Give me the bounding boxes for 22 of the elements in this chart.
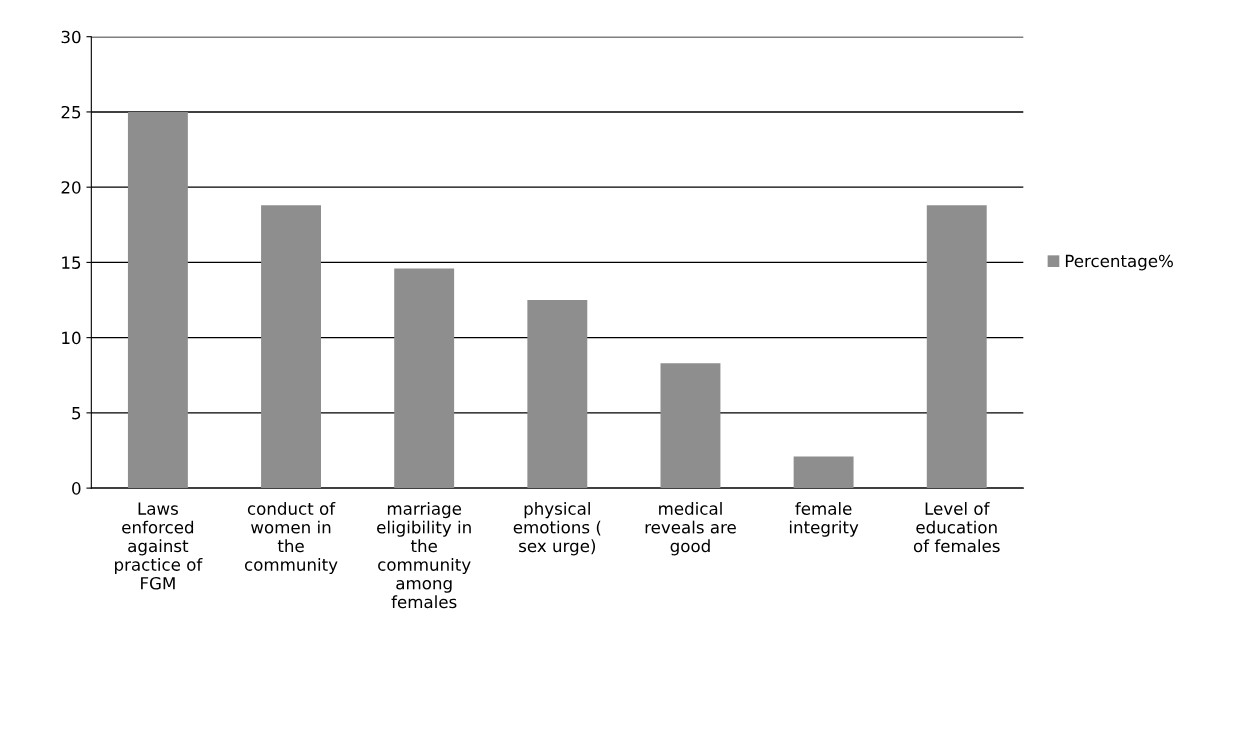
y-tick-label: 5 — [72, 407, 81, 420]
x-tick-label: Level of education of females — [913, 502, 1000, 553]
y-tick-label: 20 — [61, 181, 81, 194]
bar — [926, 205, 987, 489]
y-tick-label: 10 — [62, 331, 81, 345]
x-tick-label: conduct of women in the community — [244, 502, 338, 575]
bar — [261, 205, 321, 489]
x-tick-label: medical reveals are good — [645, 502, 736, 556]
x-tick-label: female integrity — [789, 502, 859, 537]
y-tick-label: 30 — [61, 30, 81, 44]
bar — [660, 363, 721, 489]
bar — [527, 300, 588, 489]
y-tick-label: 25 — [61, 105, 81, 119]
y-tick-label: 15 — [62, 256, 81, 269]
bar — [127, 111, 188, 489]
bar — [394, 268, 455, 489]
bar — [793, 456, 854, 489]
x-tick-label: Laws enforced against practice of FGM — [115, 502, 203, 590]
legend-label: Percentage% — [1065, 254, 1173, 271]
y-tick-label: 0 — [72, 482, 81, 495]
x-tick-label: physical emotions ( sex urge) — [513, 502, 601, 556]
x-tick-label: marriage eligibility in the community among females — [377, 502, 471, 609]
